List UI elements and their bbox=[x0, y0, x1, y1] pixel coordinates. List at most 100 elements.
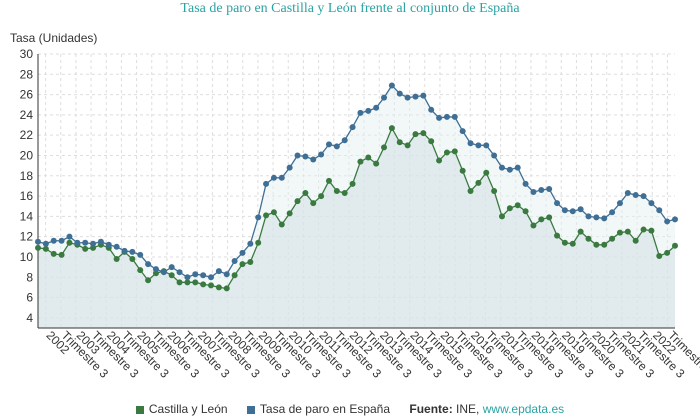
series-0-point-64[interactable] bbox=[538, 216, 545, 223]
series-0-point-62[interactable] bbox=[522, 208, 529, 215]
series-0-point-0[interactable] bbox=[35, 244, 41, 251]
series-1-point-72[interactable] bbox=[601, 215, 608, 222]
series-1-point-55[interactable] bbox=[467, 140, 474, 147]
series-1-point-79[interactable] bbox=[656, 207, 663, 214]
series-1-point-9[interactable] bbox=[105, 241, 112, 248]
series-1-point-76[interactable] bbox=[632, 192, 639, 199]
series-1-point-4[interactable] bbox=[66, 233, 73, 240]
series-1-point-24[interactable] bbox=[223, 271, 230, 278]
series-1-point-70[interactable] bbox=[585, 213, 592, 220]
series-1-point-12[interactable] bbox=[129, 248, 136, 255]
series-1-point-65[interactable] bbox=[546, 185, 553, 192]
series-1-point-27[interactable] bbox=[247, 240, 254, 247]
series-1-point-47[interactable] bbox=[404, 94, 411, 101]
series-0-point-59[interactable] bbox=[498, 213, 505, 220]
series-0-point-24[interactable] bbox=[223, 285, 230, 292]
series-1-point-39[interactable] bbox=[341, 137, 348, 144]
series-1-point-61[interactable] bbox=[514, 164, 521, 171]
legend-item-castilla-leon[interactable]: Castilla y León bbox=[135, 402, 228, 416]
series-1-point-29[interactable] bbox=[263, 180, 270, 187]
series-1-point-78[interactable] bbox=[648, 200, 655, 207]
series-0-point-54[interactable] bbox=[459, 167, 466, 174]
series-0-point-80[interactable] bbox=[664, 249, 671, 256]
series-0-point-53[interactable] bbox=[451, 148, 458, 155]
series-0-point-72[interactable] bbox=[601, 241, 608, 248]
series-0-point-40[interactable] bbox=[349, 180, 356, 187]
series-0-point-35[interactable] bbox=[310, 200, 317, 207]
series-0-point-78[interactable] bbox=[648, 227, 655, 234]
series-1-point-7[interactable] bbox=[90, 240, 97, 247]
series-1-point-45[interactable] bbox=[388, 82, 395, 89]
series-0-point-51[interactable] bbox=[436, 157, 443, 164]
series-1-point-26[interactable] bbox=[239, 249, 246, 256]
series-1-point-69[interactable] bbox=[577, 206, 584, 213]
series-0-point-13[interactable] bbox=[137, 267, 144, 274]
series-1-point-68[interactable] bbox=[569, 208, 576, 215]
series-1-point-35[interactable] bbox=[310, 156, 317, 163]
series-1-point-60[interactable] bbox=[506, 166, 513, 173]
series-1-point-25[interactable] bbox=[231, 258, 238, 265]
series-0-point-4[interactable] bbox=[66, 239, 73, 246]
series-0-point-65[interactable] bbox=[546, 214, 553, 221]
series-0-point-29[interactable] bbox=[263, 212, 270, 219]
series-1-point-81[interactable] bbox=[672, 216, 678, 223]
series-0-point-18[interactable] bbox=[176, 279, 183, 286]
series-1-point-23[interactable] bbox=[215, 268, 222, 275]
series-1-point-1[interactable] bbox=[42, 240, 49, 247]
series-0-point-19[interactable] bbox=[184, 279, 191, 286]
series-0-point-52[interactable] bbox=[443, 149, 450, 156]
series-0-point-58[interactable] bbox=[491, 188, 498, 194]
series-0-point-31[interactable] bbox=[278, 221, 285, 228]
series-0-point-66[interactable] bbox=[554, 232, 561, 239]
series-0-point-37[interactable] bbox=[325, 177, 332, 184]
series-0-point-3[interactable] bbox=[58, 251, 65, 258]
series-1-point-44[interactable] bbox=[381, 94, 388, 101]
series-1-point-59[interactable] bbox=[498, 164, 505, 171]
series-1-point-75[interactable] bbox=[624, 190, 631, 197]
series-0-point-47[interactable] bbox=[404, 142, 411, 149]
series-1-point-17[interactable] bbox=[168, 264, 175, 271]
series-1-point-52[interactable] bbox=[443, 113, 450, 120]
series-1-point-51[interactable] bbox=[436, 114, 443, 121]
legend-item-espana[interactable]: Tasa de paro en España bbox=[246, 402, 390, 416]
series-0-point-21[interactable] bbox=[200, 281, 207, 288]
series-0-point-22[interactable] bbox=[208, 282, 215, 289]
series-0-point-23[interactable] bbox=[215, 284, 222, 291]
series-0-point-28[interactable] bbox=[255, 239, 262, 246]
series-1-point-30[interactable] bbox=[270, 174, 277, 181]
series-1-point-22[interactable] bbox=[208, 274, 215, 281]
series-0-point-1[interactable] bbox=[42, 245, 49, 252]
series-1-point-0[interactable] bbox=[35, 238, 41, 245]
series-1-point-41[interactable] bbox=[357, 109, 364, 116]
series-1-point-73[interactable] bbox=[609, 209, 616, 216]
series-0-point-45[interactable] bbox=[388, 125, 395, 132]
series-0-point-14[interactable] bbox=[145, 277, 152, 284]
series-0-point-17[interactable] bbox=[168, 272, 175, 279]
series-1-point-20[interactable] bbox=[192, 271, 199, 278]
series-0-point-27[interactable] bbox=[247, 259, 254, 266]
series-0-point-10[interactable] bbox=[113, 255, 120, 262]
series-1-point-56[interactable] bbox=[475, 142, 482, 149]
series-1-point-38[interactable] bbox=[333, 143, 340, 150]
series-1-point-42[interactable] bbox=[365, 107, 372, 114]
series-0-point-46[interactable] bbox=[396, 139, 403, 146]
series-0-point-41[interactable] bbox=[357, 158, 364, 165]
series-0-point-76[interactable] bbox=[632, 237, 639, 244]
series-1-point-2[interactable] bbox=[50, 237, 57, 244]
source-link[interactable]: www.epdata.es bbox=[482, 402, 565, 416]
series-0-point-36[interactable] bbox=[318, 193, 325, 200]
series-0-point-50[interactable] bbox=[428, 138, 435, 145]
series-1-point-53[interactable] bbox=[451, 113, 458, 120]
series-0-point-2[interactable] bbox=[50, 250, 57, 257]
series-1-point-48[interactable] bbox=[412, 93, 419, 100]
series-1-point-57[interactable] bbox=[483, 142, 490, 149]
series-0-point-57[interactable] bbox=[483, 169, 490, 176]
series-1-point-10[interactable] bbox=[113, 243, 120, 250]
series-0-point-77[interactable] bbox=[640, 226, 647, 233]
series-1-point-62[interactable] bbox=[522, 180, 529, 187]
series-1-point-28[interactable] bbox=[255, 214, 262, 221]
series-1-point-31[interactable] bbox=[278, 174, 285, 181]
series-1-point-6[interactable] bbox=[82, 239, 89, 246]
series-0-point-69[interactable] bbox=[577, 228, 584, 235]
series-0-point-33[interactable] bbox=[294, 198, 301, 205]
